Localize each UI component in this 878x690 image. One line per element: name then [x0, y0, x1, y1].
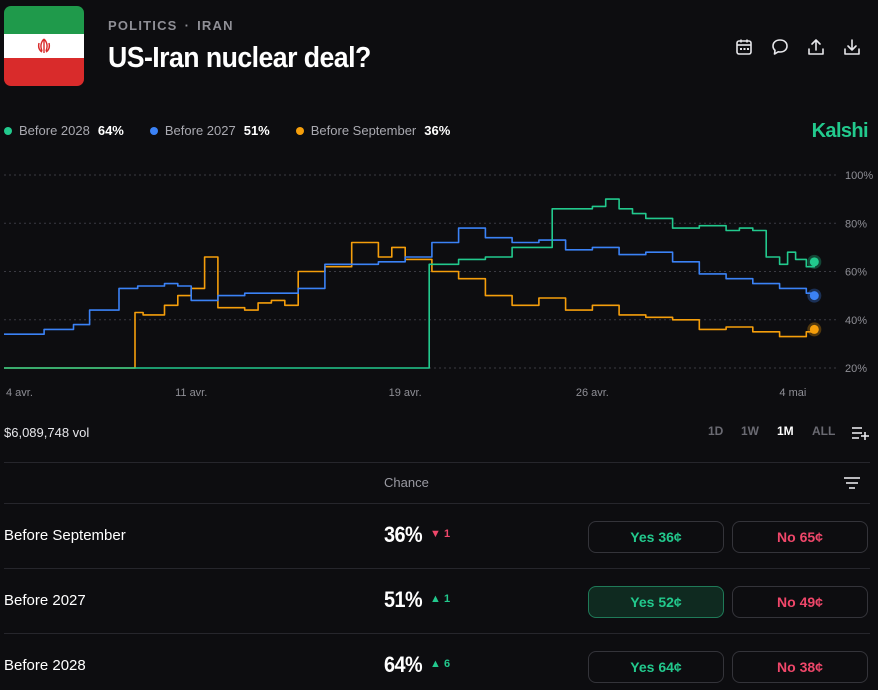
buy-yes-button[interactable]: Yes 36¢	[588, 521, 724, 553]
series-end-point[interactable]	[809, 257, 819, 267]
y-tick-label: 40%	[845, 315, 867, 327]
y-tick-label: 60%	[845, 267, 867, 279]
outcome-chance: 64%	[384, 652, 423, 677]
buy-no-button[interactable]: No 65¢	[732, 521, 868, 553]
legend-label: Before September	[310, 123, 417, 138]
outcome-name: Before September	[4, 527, 126, 544]
legend-dot	[149, 126, 158, 135]
calendar-icon[interactable]	[734, 37, 754, 57]
volume-label: $6,089,748 vol	[4, 425, 90, 440]
change-arrow-icon: ▼	[430, 528, 441, 540]
range-1d-button[interactable]: 1D	[708, 424, 724, 438]
divider	[4, 462, 870, 463]
market-header: POLITICS · IRAN US-Iran nuclear deal?	[0, 0, 878, 100]
outcome-change: ▲ 1	[430, 593, 450, 605]
change-arrow-icon: ▲	[430, 593, 441, 605]
buy-yes-button[interactable]: Yes 64¢	[588, 651, 724, 683]
series-line	[4, 198, 816, 369]
price-chart[interactable]: 100% 80% 60% 40% 20% 4 avr. 11 avr. 19 avr. 26 a…	[0, 160, 878, 405]
iran-emblem-icon	[37, 38, 51, 53]
outcome-name: Before 2028	[4, 657, 86, 674]
legend-item-before-september: Before September 36%	[295, 123, 451, 138]
series-line	[4, 241, 816, 369]
buy-yes-button[interactable]: Yes 52¢	[588, 586, 724, 618]
series-end-point[interactable]	[809, 291, 819, 301]
divider	[4, 633, 870, 634]
x-tick-label: 19 avr.	[389, 387, 422, 399]
add-line-icon[interactable]	[851, 425, 869, 441]
chance-column-header: Chance	[384, 475, 429, 490]
x-tick-label: 11 avr.	[175, 387, 207, 399]
outcome-name: Before 2027	[4, 592, 86, 609]
page-title: US-Iran nuclear deal?	[108, 42, 371, 74]
series-line	[4, 227, 816, 335]
legend-dot	[4, 126, 12, 135]
breadcrumb: POLITICS · IRAN	[108, 18, 234, 33]
outcome-row-before-2028[interactable]: Before 2028 64% ▲ 6 Yes 64¢ No 38¢	[0, 634, 878, 690]
divider	[4, 568, 870, 569]
range-all-button[interactable]: ALL	[812, 424, 836, 438]
buy-no-button[interactable]: No 49¢	[732, 586, 868, 618]
share-icon[interactable]	[806, 37, 826, 57]
range-1w-button[interactable]: 1W	[741, 424, 759, 438]
outcome-chance: 36%	[384, 522, 423, 547]
download-icon[interactable]	[842, 37, 862, 57]
y-tick-label: 20%	[845, 363, 867, 375]
series-end-point[interactable]	[809, 324, 819, 334]
x-tick-label: 26 avr.	[576, 387, 609, 399]
y-tick-label: 80%	[845, 218, 867, 230]
legend-value: 64%	[97, 123, 124, 138]
legend-label: Before 2028	[19, 123, 90, 138]
kalshi-logo[interactable]: Kalshi	[811, 120, 869, 142]
legend-value: 36%	[424, 123, 451, 138]
range-1m-button[interactable]: 1M	[777, 424, 794, 438]
legend-item-before-2028: Before 2028 64%	[4, 123, 124, 138]
iran-flag-image	[4, 6, 84, 86]
legend-dot	[295, 126, 304, 135]
change-arrow-icon: ▲	[430, 658, 441, 670]
x-tick-label: 4 avr.	[6, 387, 33, 399]
outcome-change: ▲ 6	[430, 658, 450, 670]
legend-label: Before 2027	[164, 123, 236, 138]
breadcrumb-subcategory[interactable]: IRAN	[197, 18, 234, 33]
change-value: 6	[443, 658, 451, 670]
outcome-change: ▼ 1	[430, 528, 450, 540]
breadcrumb-category[interactable]: POLITICS	[108, 18, 178, 33]
legend-item-before-2027: Before 2027 51%	[149, 123, 270, 138]
y-tick-label: 100%	[845, 170, 873, 182]
outcome-row-before-september[interactable]: Before September 36% ▼ 1 Yes 36¢ No 65¢	[0, 504, 878, 568]
change-value: 1	[443, 528, 451, 540]
comment-icon[interactable]	[770, 37, 790, 57]
legend-value: 51%	[243, 123, 270, 138]
outcome-row-before-2027[interactable]: Before 2027 51% ▲ 1 Yes 52¢ No 49¢	[0, 569, 878, 633]
buy-no-button[interactable]: No 38¢	[732, 651, 868, 683]
outcome-chance: 51%	[384, 587, 423, 612]
change-value: 1	[443, 593, 451, 605]
sort-icon[interactable]	[843, 476, 861, 490]
divider	[4, 503, 870, 504]
chart-legend: Before 2028 64% Before 2027 51% Before S…	[4, 123, 476, 138]
x-tick-label: 4 mai	[779, 387, 806, 399]
